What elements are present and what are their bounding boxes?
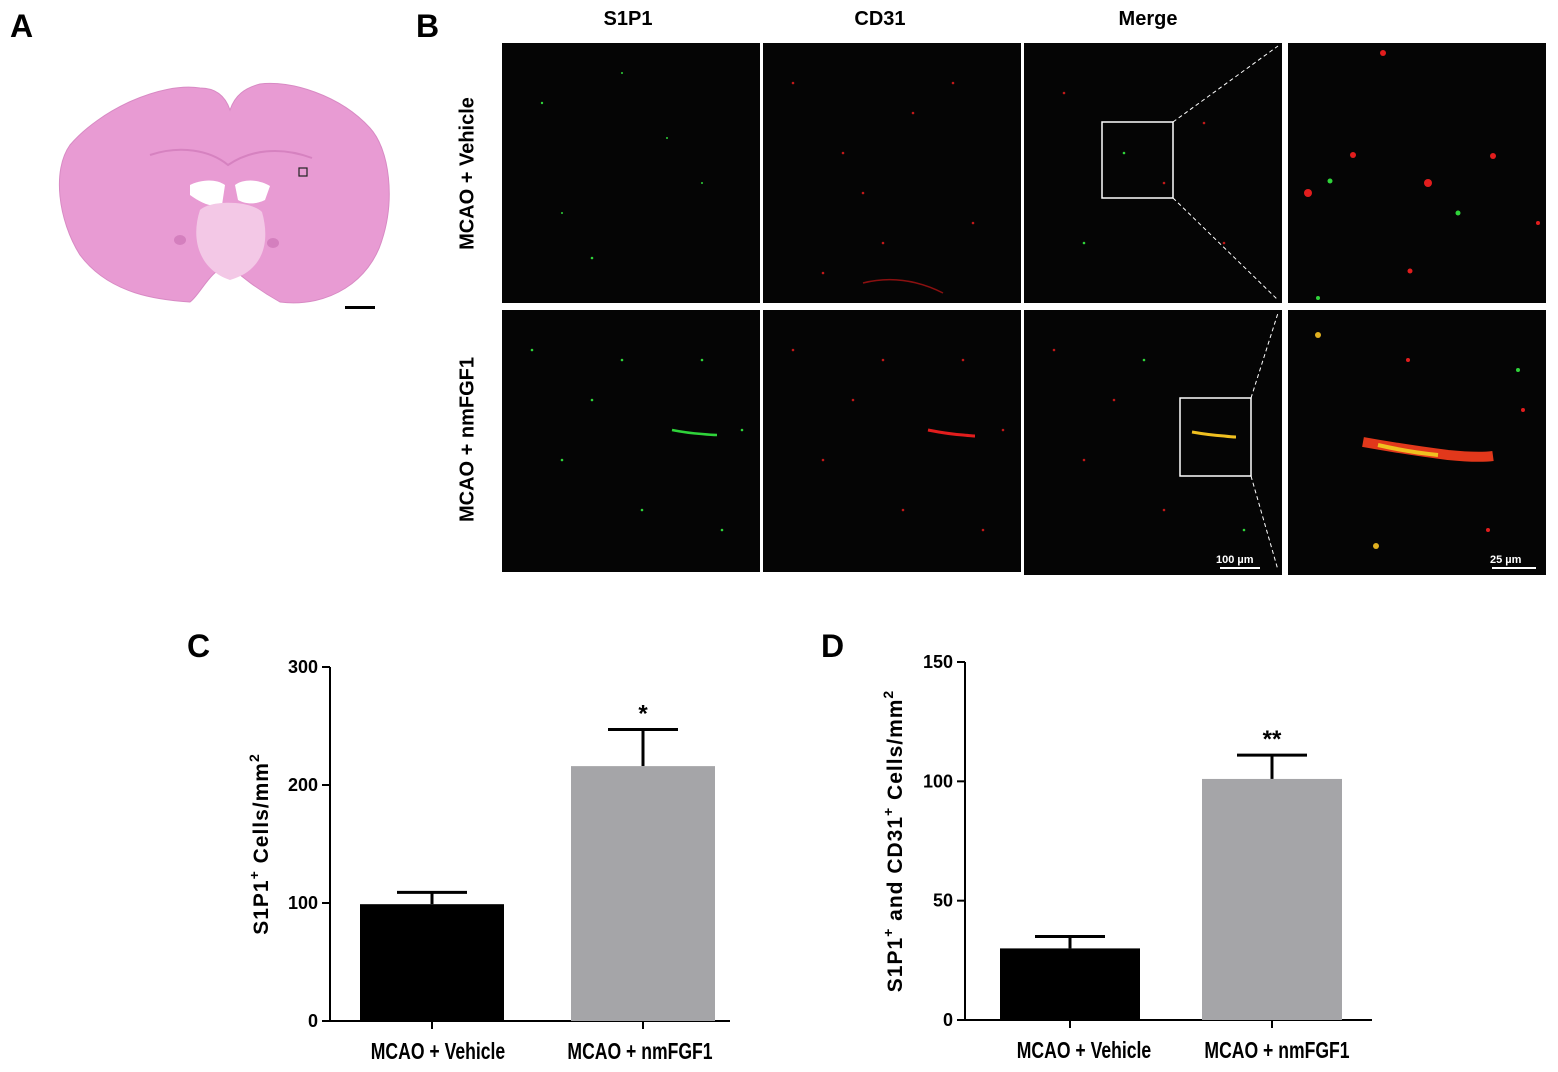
zoom-connector-lines [1172,45,1279,571]
zoom-region-box [1101,121,1174,199]
scale-bar [345,306,375,309]
chart-c-x-tick-label: MCAO + nmFGF1 [567,1039,712,1065]
region-of-interest-box [298,167,308,177]
chart-d: 0 50 100 150 MCAO + Vehicle MCAO + nmFGF1 ** S1… [880,652,1372,1064]
chart-c-y-tick-label: 300 [288,657,318,677]
chart-c-y-tick-label: 100 [288,893,318,913]
chart-c-significance-marker: * [638,701,648,728]
he-brain-section-image [58,82,390,309]
chart-c-bar-nmfgf1 [571,766,715,1021]
chart-d-y-tick-label: 0 [943,1010,953,1030]
chart-d-significance-marker: ** [1263,726,1282,753]
scale-label-100um: 100 µm [1216,554,1254,566]
chart-c-y-tick-label: 0 [308,1011,318,1031]
micro-zoom-vehicle [1288,43,1546,303]
chart-d-bar-vehicle [1000,948,1140,1020]
chart-d-y-tick-label: 150 [923,652,953,672]
chart-c-x-tick-label: MCAO + Vehicle [371,1039,505,1065]
chart-d-x-tick-label: MCAO + nmFGF1 [1204,1038,1349,1064]
chart-d-y-tick-label: 100 [923,771,953,791]
panel-label-d: D [821,628,845,664]
scale-bar-25um [1492,567,1536,569]
column-title-merge: Merge [1118,8,1178,30]
micro-s1p1-nmfgf1 [502,310,760,572]
panel-label-b: B [416,8,440,44]
column-title-cd31: CD31 [854,8,906,30]
chart-c: 0 100 200 300 MCAO + Vehicle MCAO + nmFGF1 * S1… [246,657,730,1065]
chart-c-y-tick-label: 200 [288,775,318,795]
panel-label-a: A [10,8,34,44]
zoom-region-box [1179,397,1252,477]
panel-label-c: C [187,628,211,664]
micro-zoom-nmfgf1: 25 µm [1288,310,1546,575]
chart-d-y-axis-label: S1P1+ and CD31+ Cells/mm2 [880,690,907,992]
micro-cd31-nmfgf1 [763,310,1021,572]
micro-merge-vehicle [1024,43,1282,303]
chart-c-bar-vehicle [360,904,504,1021]
micro-s1p1-vehicle [502,43,760,303]
chart-d-y-tick-label: 50 [933,891,953,911]
scale-bar-100um [1220,567,1260,569]
micro-merge-nmfgf1: 100 µm [1024,310,1282,575]
chart-d-bar-nmfgf1 [1202,778,1342,1020]
chart-c-y-axis-label: S1P1+ Cells/mm2 [246,753,273,935]
column-title-s1p1: S1P1 [603,8,653,30]
chart-d-x-tick-label: MCAO + Vehicle [1017,1038,1151,1064]
scale-label-25um: 25 µm [1490,554,1522,566]
micro-cd31-vehicle [763,43,1021,303]
